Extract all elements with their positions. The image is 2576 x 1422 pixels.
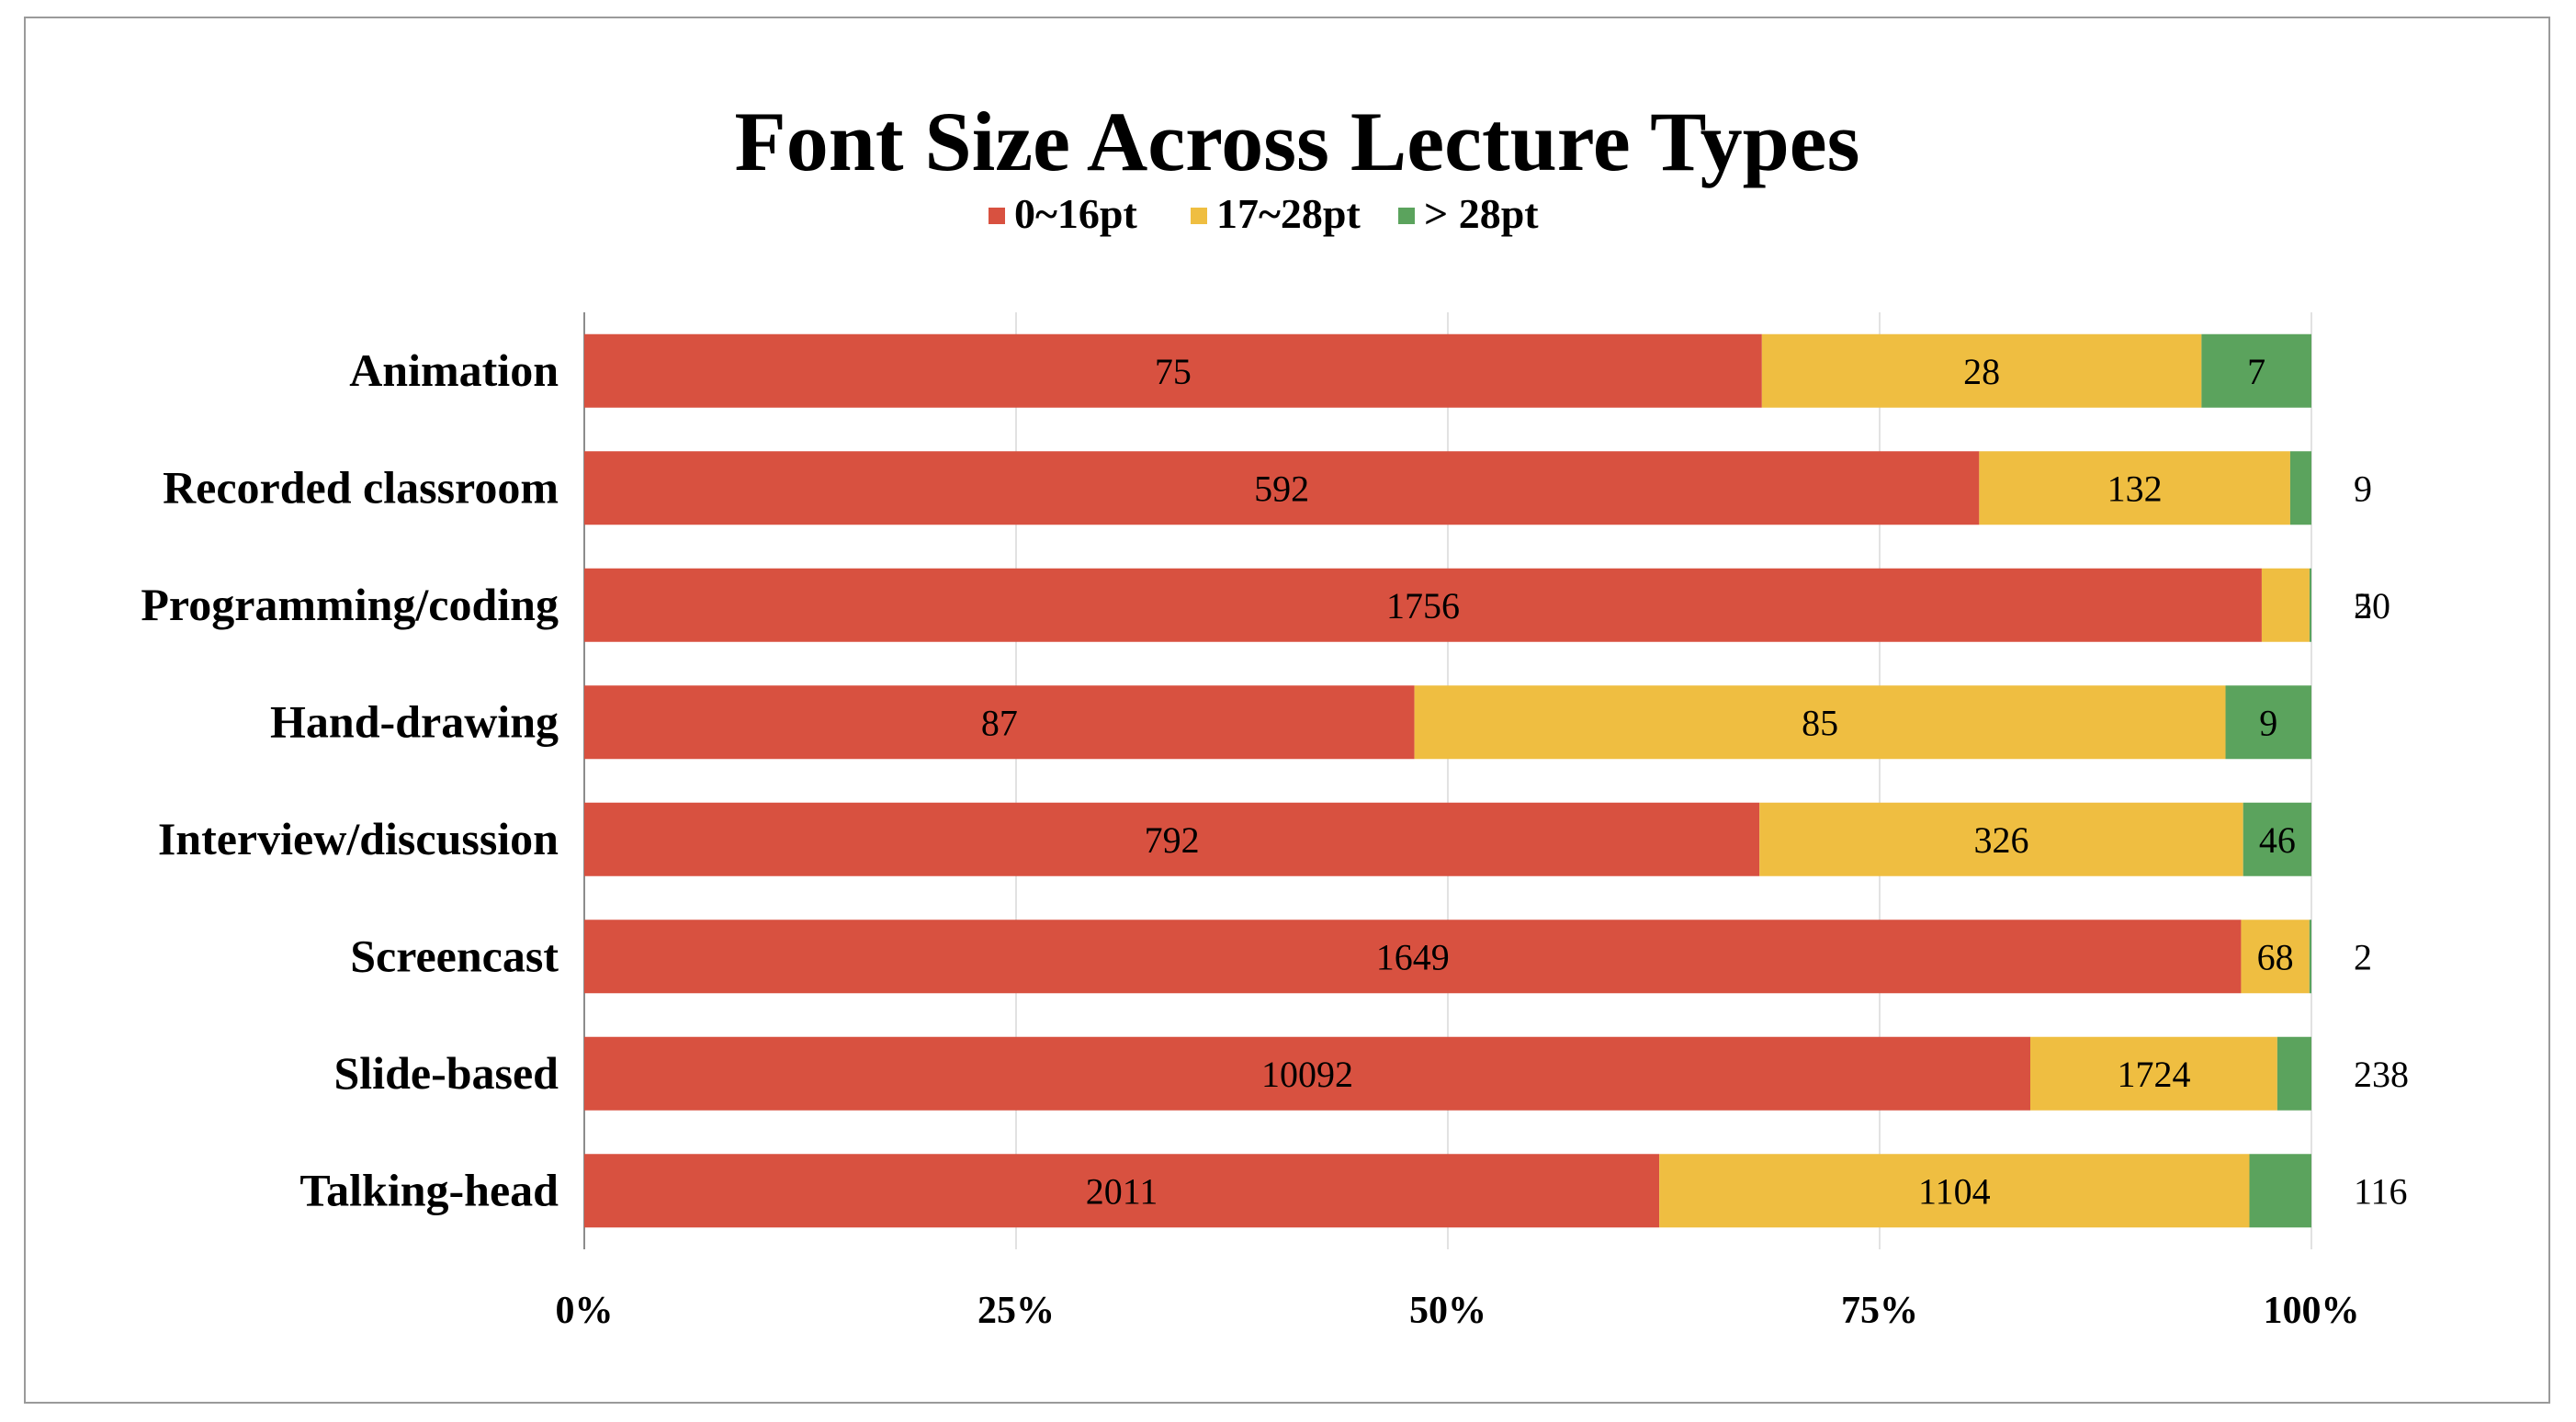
- value-label: 1104: [1918, 1170, 1991, 1212]
- value-label: 116: [2354, 1170, 2408, 1212]
- value-label: 792: [1145, 819, 1200, 861]
- chart-title: Font Size Across Lecture Types: [735, 95, 1860, 188]
- value-label: 2011: [1086, 1170, 1158, 1212]
- x-tick-label: 50%: [1409, 1290, 1486, 1332]
- legend-swatch: [1191, 208, 1207, 224]
- category-label: Hand-drawing: [270, 695, 559, 747]
- category-labels: Animation Recorded classroom Programming/c…: [141, 344, 559, 1216]
- bar-segment: [584, 920, 2242, 994]
- x-tick-label: 100%: [2264, 1290, 2360, 1332]
- bar-segment: [2241, 920, 2310, 994]
- x-tick-label: 75%: [1841, 1290, 1918, 1332]
- value-label: 68: [2257, 936, 2294, 977]
- category-label: Talking-head: [299, 1164, 559, 1215]
- bar-segment: [1414, 685, 2226, 760]
- category-label: Slide-based: [333, 1047, 559, 1099]
- bar-segment: [584, 1154, 1660, 1228]
- value-label: 132: [2107, 468, 2163, 509]
- value-label: 7: [2247, 351, 2265, 392]
- value-label: 10092: [1261, 1054, 1353, 1095]
- value-label: 1756: [1386, 585, 1460, 626]
- bar-segment: [2243, 802, 2311, 876]
- value-label: 238: [2354, 1054, 2409, 1095]
- bar-segment: [1979, 451, 2290, 525]
- category-label: Programming/coding: [141, 579, 559, 630]
- x-tick-label: 0%: [556, 1290, 614, 1332]
- value-label: 326: [1973, 819, 2028, 861]
- value-label: 1649: [1376, 936, 1450, 977]
- bar-segment: [2309, 920, 2311, 994]
- bar-segment: [584, 333, 1762, 408]
- value-label: 1724: [2117, 1054, 2190, 1095]
- bar-segment: [2261, 568, 2310, 642]
- x-tick-labels: 0% 25% 50% 75% 100%: [556, 1290, 2360, 1332]
- bar-segment: [584, 1036, 2030, 1111]
- category-label: Screencast: [350, 930, 559, 981]
- bar-segment: [2029, 1036, 2277, 1111]
- bar-segment: [1759, 802, 2243, 876]
- bar-segment: [1761, 333, 2202, 408]
- value-label: 592: [1254, 468, 1309, 509]
- legend-label: 17~28pt: [1216, 190, 1361, 237]
- category-label: Recorded classroom: [163, 461, 559, 513]
- bar-segment: [584, 802, 1760, 876]
- bar-segment: [2289, 451, 2311, 525]
- value-label: 9: [2354, 468, 2372, 509]
- bar-segment: [2225, 685, 2311, 760]
- bar-segment: [584, 451, 1980, 525]
- chart-svg: Font Size Across Lecture Types 0~16pt 17~…: [141, 95, 2409, 1332]
- bar-segment: [2201, 333, 2311, 408]
- x-tick-label: 25%: [977, 1290, 1055, 1332]
- bar-segment: [2249, 1154, 2311, 1228]
- legend-label: 0~16pt: [1014, 190, 1138, 237]
- legend-swatch: [1398, 208, 1415, 224]
- value-label: 50: [2354, 585, 2390, 626]
- value-label: 9: [2259, 702, 2277, 743]
- bars: [584, 333, 2311, 1228]
- value-label: 46: [2259, 819, 2296, 861]
- category-label: Interview/discussion: [158, 813, 559, 864]
- bar-segment: [2309, 568, 2311, 642]
- legend: 0~16pt 17~28pt > 28pt: [989, 190, 1539, 237]
- category-label: Animation: [349, 344, 559, 396]
- value-label: 28: [1963, 351, 2000, 392]
- value-label: 87: [981, 702, 1018, 743]
- value-label: 75: [1155, 351, 1192, 392]
- chart-frame: Font Size Across Lecture Types 0~16pt 17~…: [24, 17, 2550, 1404]
- value-label: 2: [2354, 585, 2372, 626]
- legend-swatch: [989, 208, 1005, 224]
- bar-segment: [1659, 1154, 2250, 1228]
- bar-segment: [584, 568, 2262, 642]
- bar-segment: [2277, 1036, 2311, 1111]
- legend-label: > 28pt: [1424, 190, 1539, 237]
- bar-segment: [584, 685, 1415, 760]
- value-label: 85: [1802, 702, 1838, 743]
- value-label: 2: [2354, 936, 2372, 977]
